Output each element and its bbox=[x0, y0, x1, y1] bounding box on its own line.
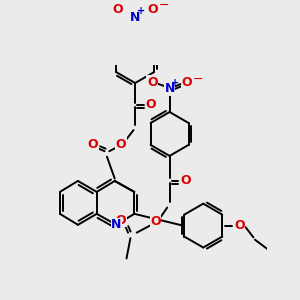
Text: O: O bbox=[116, 138, 126, 151]
Text: O: O bbox=[234, 219, 244, 232]
Text: −: − bbox=[159, 0, 169, 12]
Text: O: O bbox=[116, 214, 126, 226]
Text: N: N bbox=[130, 11, 140, 24]
Text: O: O bbox=[180, 174, 190, 188]
Text: O: O bbox=[147, 76, 158, 89]
Text: O: O bbox=[150, 215, 161, 228]
Text: O: O bbox=[146, 98, 156, 112]
Text: −: − bbox=[193, 73, 203, 85]
Text: O: O bbox=[182, 76, 192, 89]
Text: O: O bbox=[112, 3, 123, 16]
Text: N: N bbox=[164, 82, 175, 95]
Text: O: O bbox=[88, 138, 98, 151]
Text: O: O bbox=[147, 3, 158, 16]
Text: +: + bbox=[171, 78, 179, 88]
Text: +: + bbox=[136, 6, 145, 16]
Text: N: N bbox=[111, 218, 122, 231]
